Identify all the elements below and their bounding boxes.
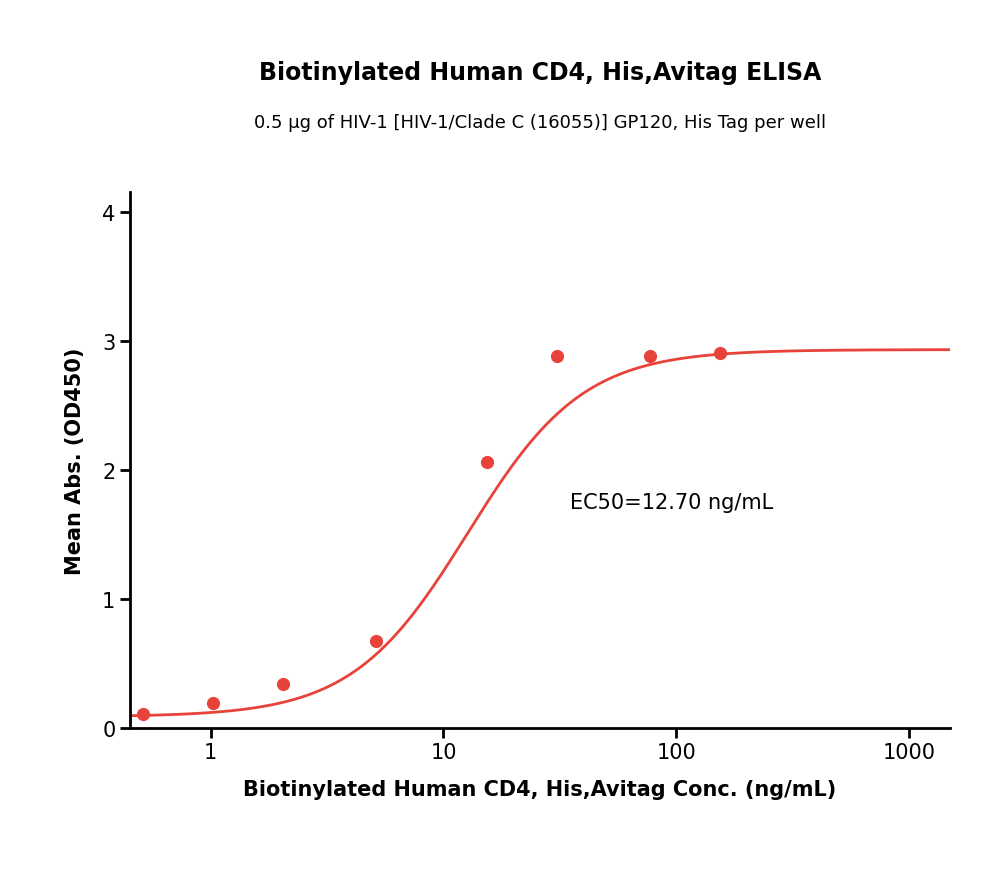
Point — [275, 677, 291, 691]
Point — [205, 696, 221, 710]
Point — [549, 350, 565, 364]
Point — [135, 707, 151, 721]
Y-axis label: Mean Abs. (OD450): Mean Abs. (OD450) — [66, 347, 86, 574]
Point — [479, 455, 495, 469]
Point — [642, 350, 658, 364]
Point — [712, 347, 728, 361]
Text: 0.5 μg of HIV-1 [HIV-1/Clade C (16055)] GP120, His Tag per well: 0.5 μg of HIV-1 [HIV-1/Clade C (16055)] … — [254, 114, 826, 132]
Text: Biotinylated Human CD4, His,Avitag ELISA: Biotinylated Human CD4, His,Avitag ELISA — [259, 61, 821, 85]
Point — [368, 635, 384, 649]
Text: EC50=12.70 ng/mL: EC50=12.70 ng/mL — [570, 492, 773, 512]
X-axis label: Biotinylated Human CD4, His,Avitag Conc. (ng/mL): Biotinylated Human CD4, His,Avitag Conc.… — [243, 779, 837, 799]
